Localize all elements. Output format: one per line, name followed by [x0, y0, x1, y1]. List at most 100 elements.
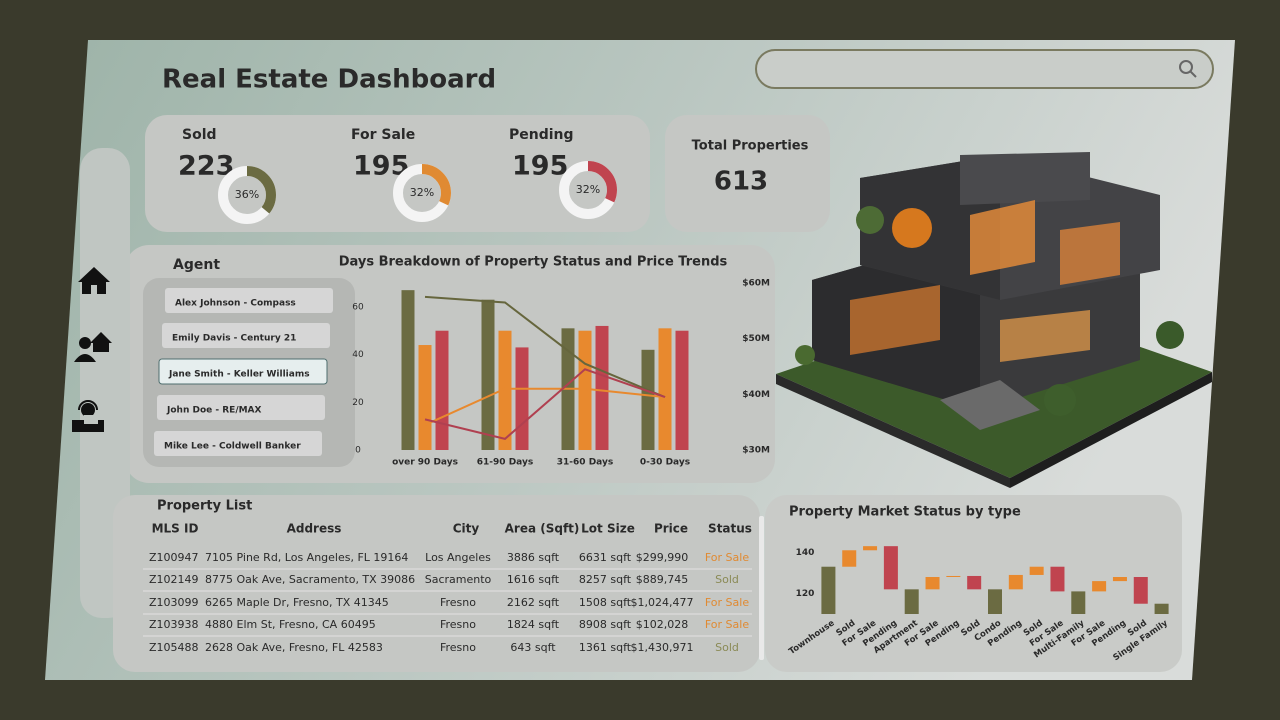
agent-button[interactable]: [158, 358, 328, 385]
y-tick-label: 20: [352, 398, 364, 408]
waterfall-bar: [988, 589, 1002, 614]
x-tick-label: over 90 Days: [392, 458, 458, 468]
table-cell: Fresno: [440, 596, 476, 609]
agent-button[interactable]: [157, 395, 325, 420]
agent-name[interactable]: John Doe - RE/MAX: [166, 406, 262, 416]
support-icon[interactable]: [72, 400, 104, 432]
table-cell: For Sale: [705, 596, 749, 609]
total-count: 613: [714, 167, 768, 197]
bar: [498, 330, 512, 450]
table-cell: 1361 sqft: [579, 641, 632, 654]
trend-line: [424, 368, 666, 440]
column-header: Status: [708, 522, 752, 536]
table-cell: 1508 sqft: [579, 596, 632, 609]
table-cell: Z103938: [149, 618, 199, 631]
table-cell: Sacramento: [425, 573, 492, 586]
waterfall-bar: [842, 550, 857, 567]
bar: [515, 347, 529, 450]
waterfall-bar: [1008, 574, 1023, 590]
bar: [641, 349, 655, 450]
sidebar: [80, 148, 130, 618]
agent-name[interactable]: Mike Lee - Coldwell Banker: [164, 442, 301, 452]
column-header: MLS ID: [152, 522, 199, 536]
table-cell: 2628 Oak Ave, Fresno, FL 42583: [205, 641, 383, 654]
y2-tick-label: $50M: [742, 334, 770, 344]
column-header: Lot Size: [581, 522, 635, 536]
waterfall-bar: [1133, 577, 1148, 604]
table-cell: 8257 sqft: [579, 573, 632, 586]
agent-button[interactable]: [165, 288, 333, 313]
table-cell: Los Angeles: [425, 551, 491, 564]
table-cell: $102,028: [636, 618, 689, 631]
table-cell: Fresno: [440, 641, 476, 654]
waterfall-bar: [967, 575, 982, 590]
total-card: [665, 115, 830, 232]
table-card: [113, 495, 760, 672]
table-cell: 2162 sqft: [507, 596, 560, 609]
bar: [658, 328, 672, 450]
chart-title: Property Market Status by type: [789, 505, 1021, 520]
waterfall-bar: [1154, 603, 1169, 614]
donut-label: 32%: [576, 183, 600, 196]
waterfall-bar: [925, 577, 940, 590]
x-tick-label: 0-30 Days: [640, 458, 690, 468]
agent-button[interactable]: [162, 323, 330, 348]
y-tick-label: 120: [796, 589, 815, 599]
agent-name[interactable]: Emily Davis - Century 21: [172, 334, 296, 344]
table-cell: 6265 Maple Dr, Fresno, TX 41345: [205, 596, 389, 609]
table-cell: 8908 sqft: [579, 618, 632, 631]
table-cell: Z103099: [149, 596, 199, 609]
agent-icon[interactable]: [74, 332, 112, 362]
waterfall-bar: [1092, 581, 1107, 592]
bar: [401, 290, 415, 450]
table-title: Property List: [157, 499, 252, 514]
waterfall-bar: [904, 589, 919, 614]
y2-tick-label: $60M: [742, 279, 770, 289]
x-tick-label: 61-90 Days: [477, 458, 533, 468]
scrollbar[interactable]: [759, 516, 764, 660]
table-cell: $299,990: [636, 551, 689, 564]
y2-tick-label: $40M: [742, 390, 770, 400]
chart-title: Days Breakdown of Property Status and Pr…: [339, 255, 728, 270]
column-header: Area (Sqft): [505, 522, 580, 536]
table-cell: 1616 sqft: [507, 573, 560, 586]
bar: [675, 330, 689, 450]
y-tick-label: 40: [352, 350, 364, 360]
agent-name[interactable]: Jane Smith - Keller Williams: [168, 370, 310, 380]
table-cell: For Sale: [705, 618, 749, 631]
donut-arc: [218, 166, 276, 224]
table-cell: Sold: [715, 641, 739, 654]
donut-label: 32%: [410, 186, 434, 199]
waterfall-bar: [1112, 577, 1127, 582]
bar: [595, 325, 609, 450]
agent-name[interactable]: Alex Johnson - Compass: [175, 299, 296, 309]
table-cell: Fresno: [440, 618, 476, 631]
search-box[interactable]: [755, 49, 1214, 89]
agent-button[interactable]: [154, 431, 322, 456]
table-cell: $1,024,477: [631, 596, 694, 609]
table-cell: For Sale: [705, 551, 749, 564]
y-tick-label: 140: [796, 548, 815, 558]
trend-line: [424, 387, 666, 426]
bar: [481, 299, 495, 450]
agent-title: Agent: [173, 257, 220, 273]
table-cell: 7105 Pine Rd, Los Angeles, FL 19164: [205, 551, 408, 564]
kpi-label: Pending: [509, 127, 574, 143]
donut-label: 36%: [235, 188, 259, 201]
table-cell: $889,745: [636, 573, 689, 586]
bar: [578, 330, 592, 450]
house-illustration: [776, 152, 1212, 488]
home-icon[interactable]: [78, 267, 110, 294]
table-cell: $1,430,971: [631, 641, 694, 654]
table-cell: Z102149: [149, 573, 199, 586]
donut-arc: [559, 161, 617, 219]
x-tick-label: 31-60 Days: [557, 458, 613, 468]
search-icon[interactable]: [1179, 60, 1197, 78]
kpi-label: Sold: [182, 127, 217, 143]
trend-line: [424, 295, 666, 399]
column-header: Address: [287, 522, 342, 536]
table-cell: 4880 Elm St, Fresno, CA 60495: [205, 618, 376, 631]
table-cell: 6631 sqft: [579, 551, 632, 564]
